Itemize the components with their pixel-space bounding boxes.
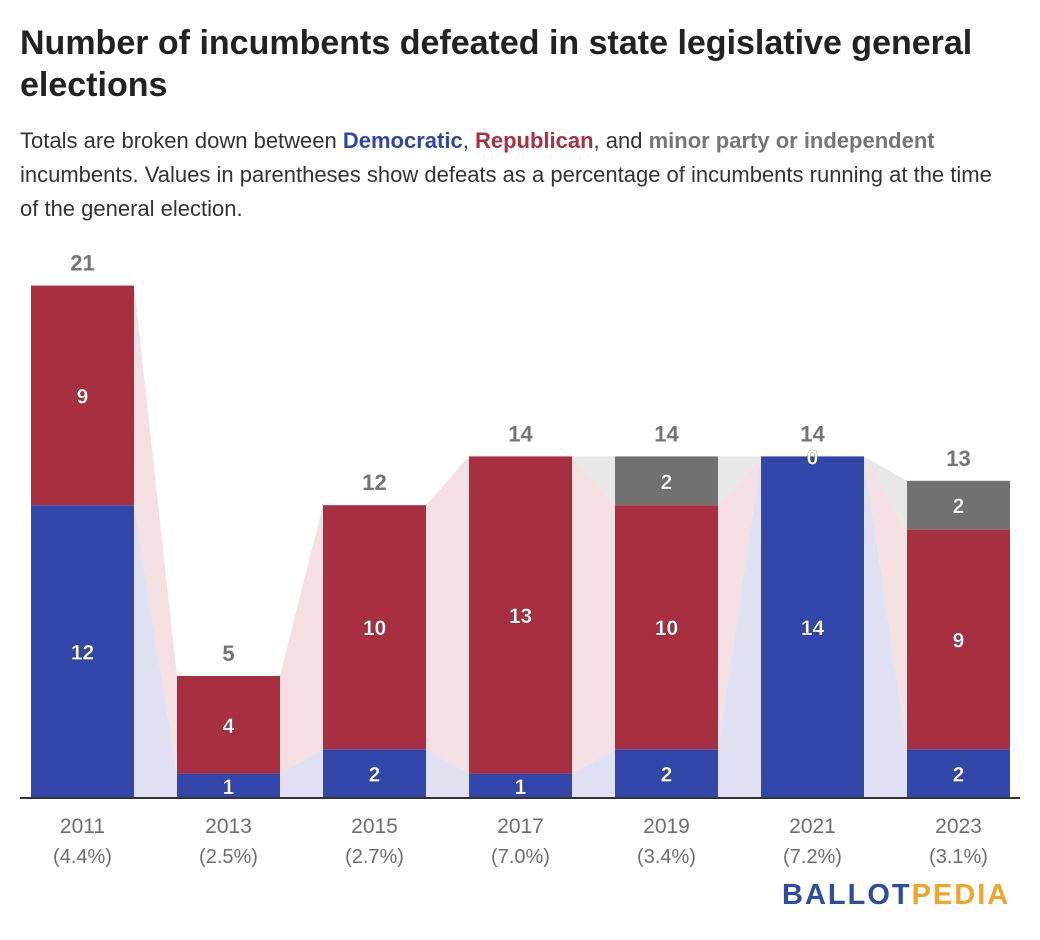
band-2017-2019-1 <box>572 456 615 774</box>
segment-label-2011-1: 9 <box>77 385 89 408</box>
band-2015-2017-1 <box>426 456 469 774</box>
chart-title: Number of incumbents defeated in state l… <box>20 24 973 104</box>
segment-label-2021-0: 14 <box>801 617 825 640</box>
x-label-2015: 2015 <box>351 815 398 838</box>
band-2021-2023-2 <box>864 456 907 530</box>
bar-2019-1 <box>615 505 718 750</box>
subtitle-sep2: , and <box>593 128 649 153</box>
segment-label-2023-2: 2 <box>953 495 965 518</box>
total-label-2017: 14 <box>508 421 533 446</box>
total-label-2019: 14 <box>654 421 679 446</box>
segment-label-2015-1: 10 <box>363 617 386 640</box>
bar-2023-0 <box>907 749 1010 798</box>
bar-2013-1 <box>177 676 280 774</box>
bar-2013-0 <box>177 773 280 798</box>
segment-label-2013-0: 1 <box>223 776 235 799</box>
logo-part2: PEDIA <box>911 879 1011 911</box>
stacked-bar-chart: 129212011(4.4%)1452013(2.5%)210122015(2.… <box>20 251 1020 868</box>
bar-2015-1 <box>323 505 426 750</box>
subtitle-other: minor party or independent <box>648 128 935 153</box>
x-sublabel-2023: (3.1%) <box>929 846 988 868</box>
segment-label-2013-1: 4 <box>223 715 235 738</box>
segment-label-2021-1: 0 <box>807 446 819 469</box>
bar-2023-2 <box>907 480 1010 530</box>
subtitle-republican: Republican <box>474 128 594 153</box>
segment-label-2019-1: 10 <box>655 617 678 640</box>
subtitle-sep1: , <box>462 128 475 153</box>
bar-2021-0 <box>761 456 864 798</box>
band-2013-2015-0 <box>280 749 323 798</box>
band-2021-2023-0 <box>864 456 907 798</box>
bar-2017-0 <box>469 773 572 798</box>
x-sublabel-2011: (4.4%) <box>53 846 112 868</box>
ballotpedia-logo: BALLOTPEDIA <box>782 878 1010 912</box>
band-2019-2021-2 <box>718 456 761 506</box>
total-label-2021: 14 <box>800 421 825 446</box>
x-label-2017: 2017 <box>497 815 544 838</box>
segment-label-2017-1: 13 <box>509 605 532 628</box>
segment-label-2023-0: 2 <box>953 764 965 787</box>
segment-label-2019-0: 2 <box>661 764 673 787</box>
band-2017-2019-2 <box>572 456 615 506</box>
band-2021-2023-1 <box>864 456 907 750</box>
segment-label-2011-0: 12 <box>71 642 94 665</box>
x-sublabel-2017: (7.0%) <box>491 846 550 868</box>
bar-2011-0 <box>31 505 134 798</box>
subtitle-prefix: Totals are broken down between <box>20 128 343 153</box>
x-sublabel-2013: (2.5%) <box>199 846 258 868</box>
total-label-2013: 5 <box>222 641 234 666</box>
x-sublabel-2015: (2.7%) <box>345 846 404 868</box>
bar-2015-0 <box>323 749 426 798</box>
bar-2019-2 <box>615 456 718 506</box>
segment-label-2015-0: 2 <box>369 764 381 787</box>
chart-subtitle: Totals are broken down between Democrati… <box>20 124 1010 226</box>
total-label-2023: 13 <box>946 446 970 471</box>
band-2013-2015-1 <box>280 505 323 774</box>
segment-label-2017-0: 1 <box>515 776 527 799</box>
bar-2017-1 <box>469 456 572 774</box>
x-label-2019: 2019 <box>643 815 690 838</box>
band-2011-2013-1 <box>134 285 177 774</box>
total-label-2015: 12 <box>362 470 386 495</box>
bar-2011-1 <box>31 285 134 506</box>
subtitle-democratic: Democratic <box>342 128 463 153</box>
x-label-2021: 2021 <box>789 815 836 838</box>
band-2017-2019-0 <box>572 749 615 798</box>
x-label-2013: 2013 <box>205 815 252 838</box>
band-2019-2021-0 <box>718 456 761 798</box>
segment-label-2019-2: 2 <box>661 471 673 494</box>
band-2019-2021-1 <box>718 456 761 750</box>
segment-label-2023-1: 9 <box>953 629 965 652</box>
subtitle-suffix: incumbents. Values in parentheses show d… <box>20 162 992 221</box>
logo-part1: BALLOT <box>782 879 912 911</box>
x-sublabel-2021: (7.2%) <box>783 846 842 868</box>
x-label-2011: 2011 <box>60 815 105 838</box>
total-label-2011: 21 <box>70 251 94 276</box>
band-2011-2013-0 <box>134 505 177 798</box>
band-2015-2017-0 <box>426 749 469 798</box>
x-label-2023: 2023 <box>935 815 982 838</box>
bar-2019-0 <box>615 749 718 798</box>
bar-2023-1 <box>907 529 1010 750</box>
x-sublabel-2019: (3.4%) <box>637 846 696 868</box>
